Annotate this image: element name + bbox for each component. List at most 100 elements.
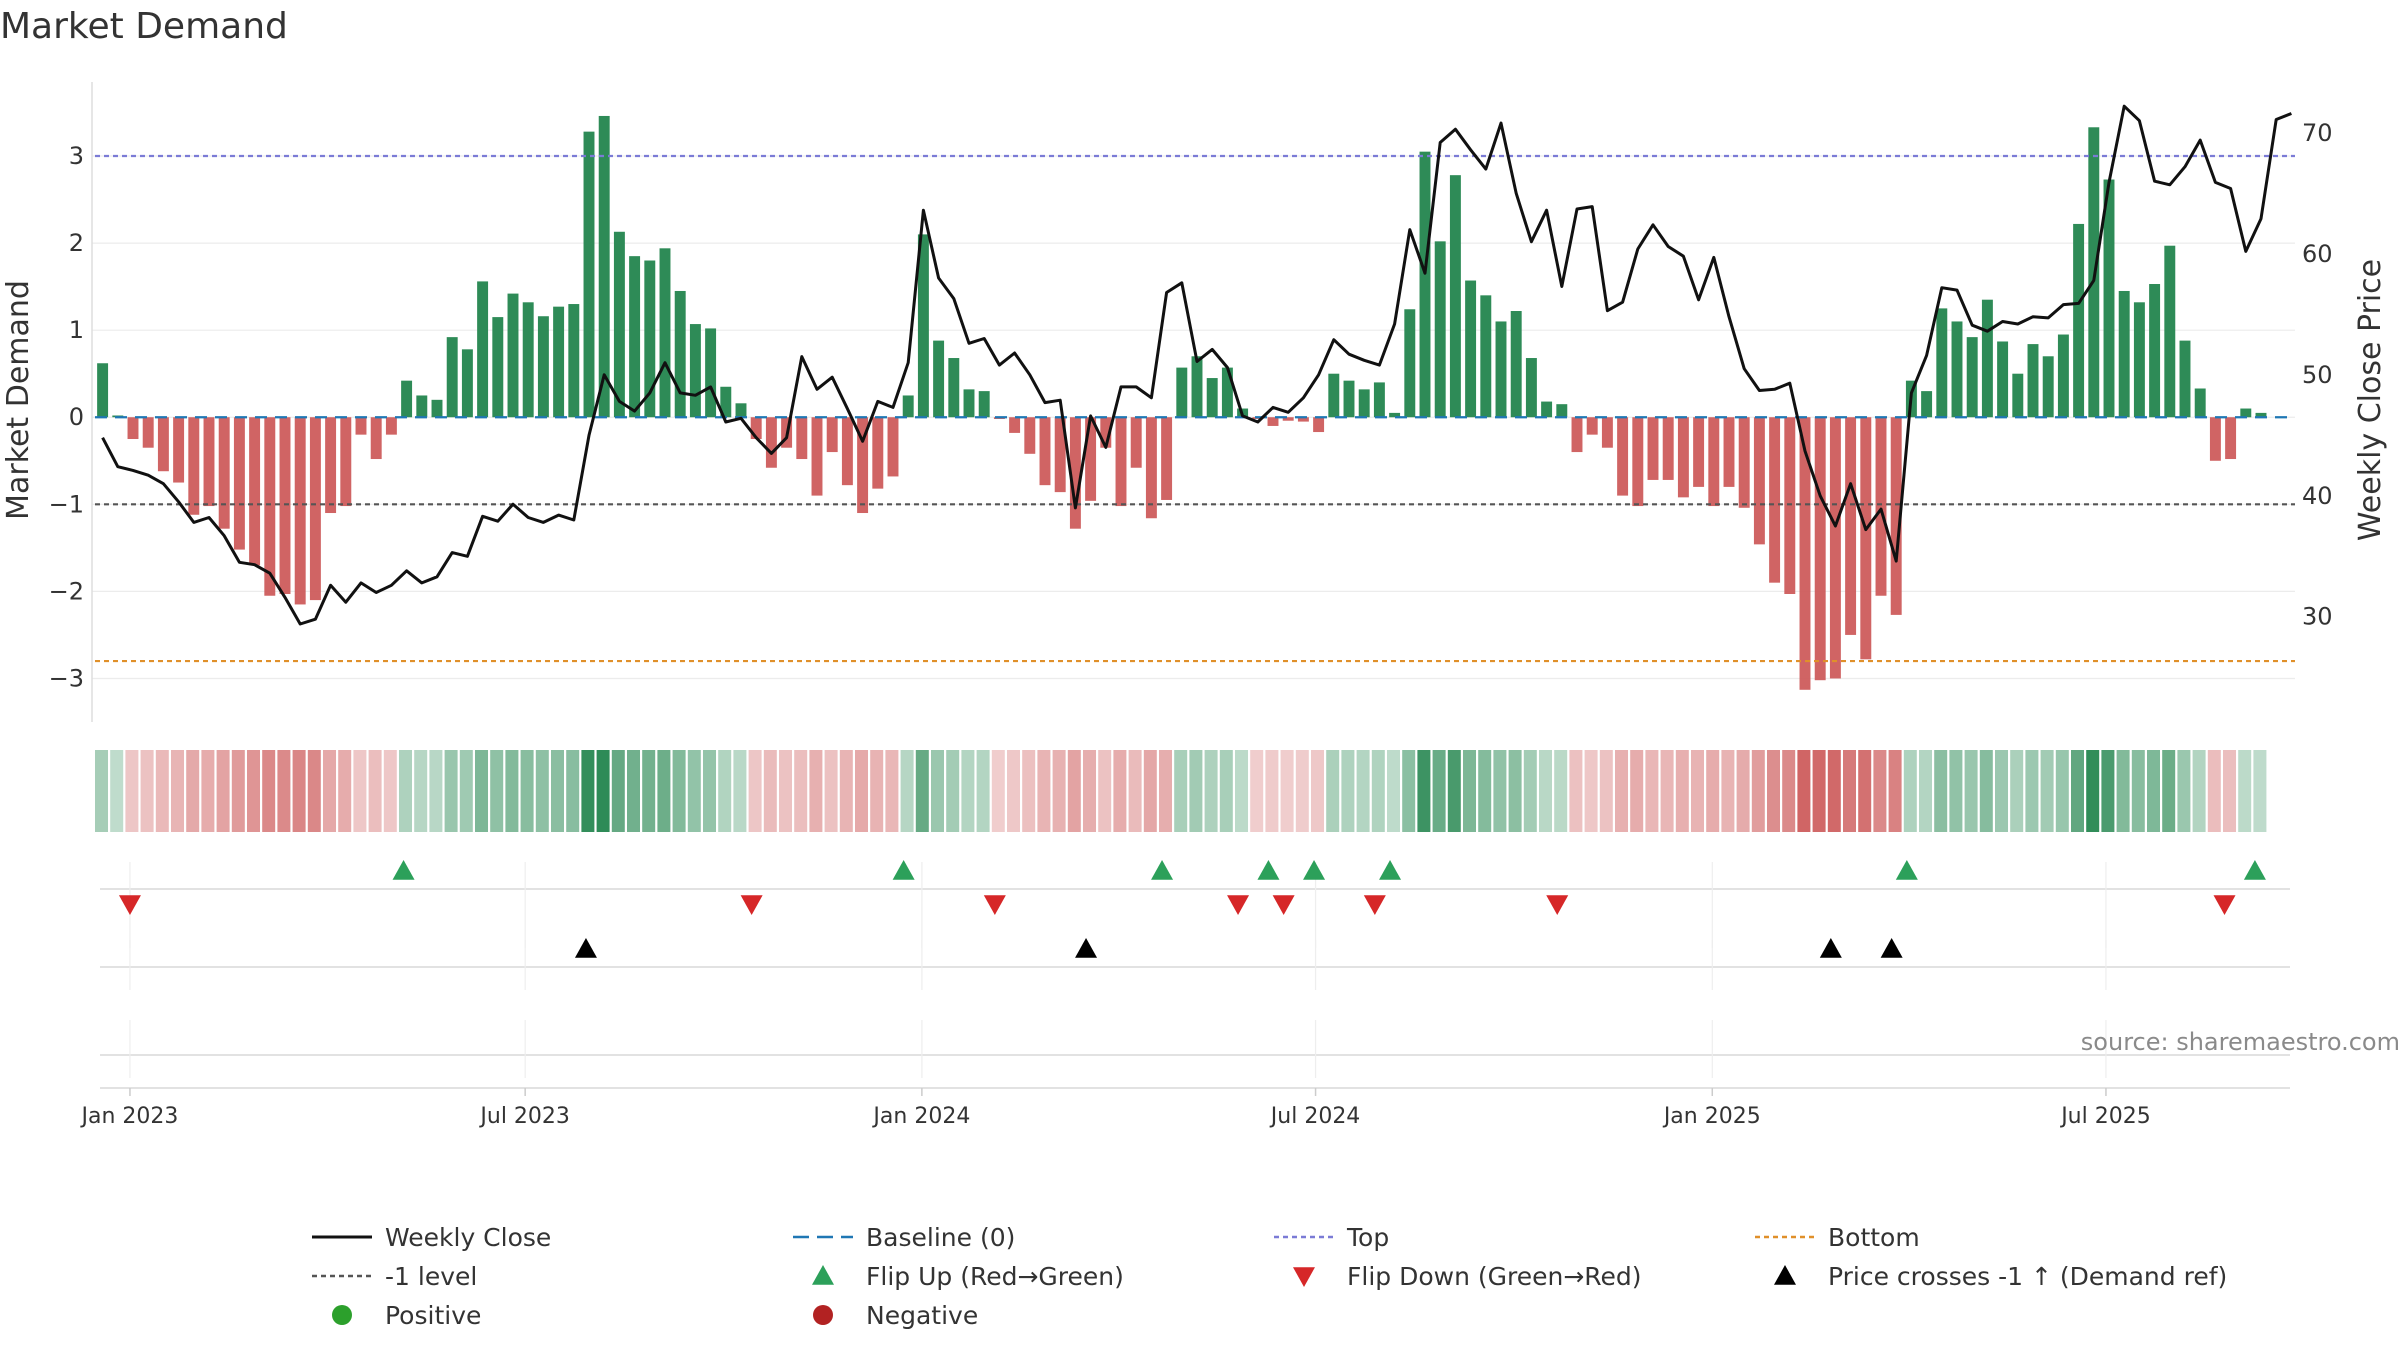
demand-bar (857, 417, 869, 514)
demand-bar (264, 417, 276, 596)
demand-bar (1085, 417, 1097, 501)
heat-cell (1630, 750, 1644, 832)
demand-bar (1419, 151, 1431, 418)
heat-cell (1675, 750, 1689, 832)
heat-cell (718, 750, 732, 832)
demand-bar (613, 231, 625, 418)
demand-bar (1723, 417, 1735, 487)
demand-bar (1145, 417, 1157, 519)
legend-item-bottom: Bottom (1755, 1223, 1920, 1252)
heat-cell (733, 750, 747, 832)
demand-bar (1753, 417, 1765, 545)
demand-bar (1024, 417, 1036, 454)
demand-bar (385, 417, 397, 435)
legend-swatch (1774, 1265, 1796, 1285)
heat-cell (2010, 750, 2024, 832)
demand-bar (1814, 417, 1826, 681)
legend-swatch (812, 1265, 834, 1285)
demand-bar (2225, 417, 2237, 460)
heat-cell (459, 750, 473, 832)
heat-cell (2040, 750, 2054, 832)
legend-item-top: Top (1274, 1223, 1389, 1252)
demand-bar (1206, 378, 1218, 418)
demand-bar (1313, 417, 1325, 433)
heat-cell (1447, 750, 1461, 832)
demand-bar (1541, 401, 1553, 418)
heat-cell (323, 750, 336, 832)
demand-bar (750, 417, 762, 440)
demand-bar (1267, 417, 1279, 426)
legend-item-price_cross: Price crosses -1 ↑ (Demand ref) (1774, 1262, 2227, 1291)
demand-bar (1434, 241, 1446, 418)
right-tick-label: 60 (2302, 240, 2333, 268)
heat-cell (1751, 750, 1765, 832)
demand-bar (340, 417, 352, 507)
legend-item-minus_one: -1 level (312, 1262, 477, 1291)
heat-cell (1979, 750, 1993, 832)
demand-bar (796, 417, 808, 460)
right-axis-ticks: 70 60 50 40 30 (2302, 119, 2333, 631)
demand-bar (2194, 388, 2206, 418)
heat-cell (277, 750, 291, 832)
heat-cell (2162, 750, 2176, 832)
demand-bar (2057, 334, 2069, 418)
flip-down-marker (740, 895, 763, 915)
heat-cell (596, 750, 610, 832)
left-tick-label: −3 (49, 664, 84, 692)
heat-cell (216, 750, 230, 832)
demand-bar (1510, 311, 1522, 418)
legend-label: Bottom (1828, 1223, 1920, 1252)
demand-bar (1556, 404, 1568, 418)
heat-cell (779, 750, 792, 832)
heat-cell (2131, 750, 2145, 832)
demand-bar (826, 417, 838, 453)
heat-cell (1858, 750, 1872, 832)
demand-bar (1069, 417, 1081, 529)
heat-cell (1615, 750, 1628, 832)
demand-bar (2209, 417, 2221, 461)
demand-bar (355, 417, 367, 435)
flip-up-marker (1257, 860, 1280, 880)
flip-down-marker (2213, 895, 2236, 915)
demand-bar (872, 417, 884, 489)
demand-bar (1997, 341, 2009, 418)
demand-bar (507, 293, 519, 418)
heat-cell (1387, 750, 1400, 832)
heat-cell (2223, 750, 2236, 832)
heat-cell (931, 750, 944, 832)
demand-bar (705, 328, 717, 418)
demand-bar (1009, 417, 1021, 433)
demand-bar (2240, 408, 2252, 418)
heat-cell (1782, 750, 1796, 832)
signal-rows (100, 860, 2290, 1089)
heat-cell (763, 750, 777, 832)
demand-bar (1115, 417, 1127, 507)
demand-bar (1951, 321, 1963, 418)
heat-cell (2055, 750, 2069, 832)
heat-cell (1721, 750, 1735, 832)
demand-bar (1449, 175, 1461, 418)
legend-label: Negative (866, 1301, 978, 1330)
demand-bar (477, 281, 489, 418)
legend-label: -1 level (385, 1262, 477, 1291)
heat-cell (1736, 750, 1750, 832)
left-axis-label: Market Demand (1, 280, 36, 520)
demand-bar (1662, 417, 1674, 480)
demand-bar (948, 358, 960, 418)
heat-cell (429, 750, 443, 832)
demand-bar (1404, 309, 1416, 418)
flip-up-marker (2243, 860, 2266, 880)
demand-bar (2255, 412, 2267, 418)
demand-bar (1191, 356, 1203, 418)
demand-bar (2103, 179, 2115, 418)
heat-cell (2253, 750, 2267, 832)
heat-cell (1098, 750, 1112, 832)
price-cross-marker (1880, 938, 1903, 958)
demand-bar (1632, 417, 1644, 507)
legend: Weekly Close Baseline (0) Top Bottom -1 leve… (312, 1223, 2227, 1330)
heat-cell (353, 750, 367, 832)
heat-cell (1143, 750, 1157, 832)
heat-cell (1371, 750, 1385, 832)
heat-cell (2086, 750, 2100, 832)
heat-cell (307, 750, 321, 832)
